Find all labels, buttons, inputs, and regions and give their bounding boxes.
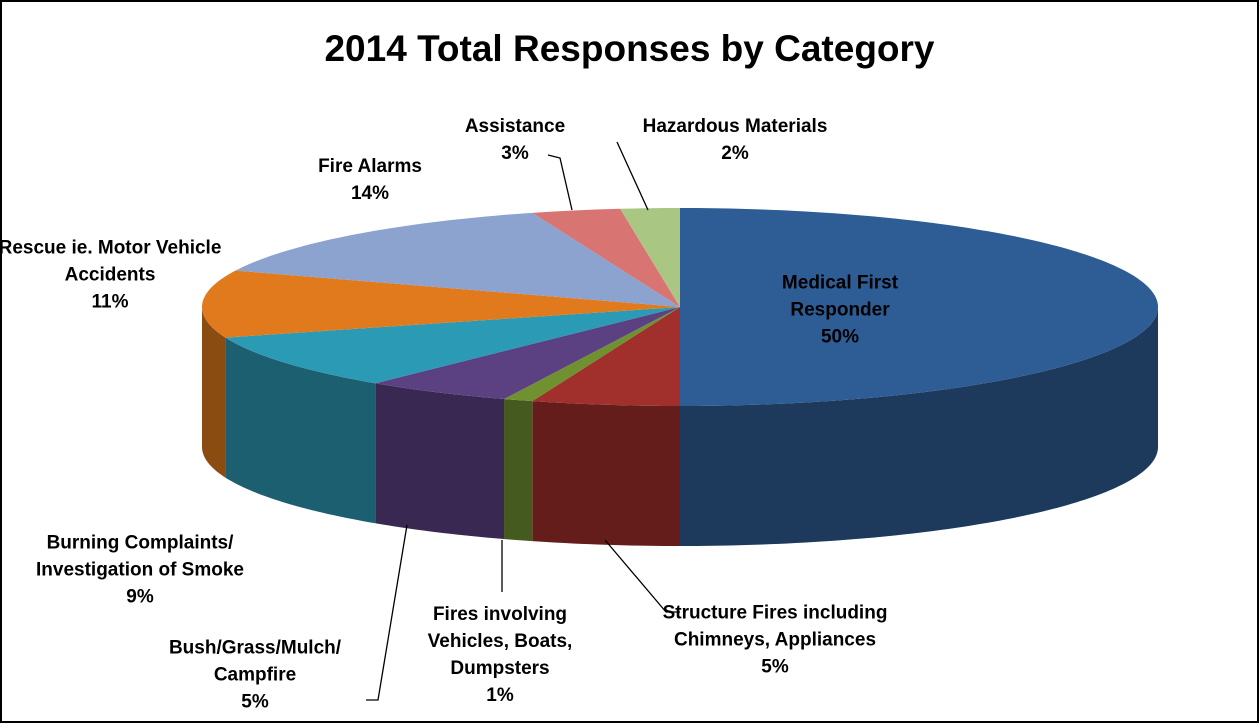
value-label: 14% — [350, 183, 390, 204]
value-label: 3% — [501, 143, 529, 164]
slice — [202, 270, 680, 338]
slice-label: Medical First Responder 50% — [740, 270, 940, 351]
slice — [620, 208, 680, 307]
value-label: 9% — [126, 586, 154, 608]
value-label: 2% — [721, 143, 749, 164]
slice — [680, 208, 1158, 406]
category-label: Hazardous Materials — [642, 116, 828, 137]
slice-label: Fires involving Vehicles, Boats, Dumpste… — [400, 601, 600, 709]
value-label: 5% — [241, 691, 269, 713]
chart-title: 2014 Total Responses by Category — [324, 28, 935, 69]
slice-side — [532, 401, 680, 546]
slice-side — [202, 307, 226, 478]
slice — [235, 212, 680, 307]
slice-label: Structure Fires including Chimneys, Appl… — [655, 600, 895, 681]
slice — [375, 307, 680, 400]
category-label: Rescue ie. Motor Vehicle Accidents — [0, 237, 222, 286]
slice — [225, 307, 680, 384]
category-label: Medical First Responder — [781, 272, 899, 321]
slice — [532, 307, 680, 406]
slice-side — [680, 307, 1158, 546]
leader-line — [616, 141, 649, 211]
slice-label: Fire Alarms 14% — [280, 153, 460, 207]
slice-side — [375, 383, 505, 540]
slice-side — [504, 399, 533, 542]
category-label: Assistance — [464, 116, 566, 137]
value-label: 5% — [761, 656, 789, 678]
leader-line — [547, 154, 573, 211]
slice-label: Rescue ie. Motor Vehicle Accidents 11% — [0, 235, 235, 316]
tops — [202, 208, 1158, 406]
category-label: Bush/Grass/Mulch/ Campfire — [168, 637, 342, 686]
category-label: Fire Alarms — [318, 156, 422, 177]
category-label: Burning Complaints/ Investigation of Smo… — [36, 532, 244, 581]
slice-label: Hazardous Materials 2% — [595, 113, 875, 167]
leader-line — [366, 524, 408, 701]
leader-line — [604, 539, 680, 613]
slice — [532, 208, 680, 307]
slice-label: Bush/Grass/Mulch/ Campfire 5% — [130, 635, 380, 716]
slice-label: Burning Complaints/ Investigation of Smo… — [5, 530, 275, 611]
slice-label: Assistance 3% — [440, 113, 590, 167]
category-label: Structure Fires including Chimneys, Appl… — [662, 602, 888, 651]
category-label: Fires involving Vehicles, Boats, Dumpste… — [427, 604, 573, 679]
slice-side — [225, 337, 376, 524]
value-label: 50% — [820, 326, 860, 348]
value-label: 11% — [91, 291, 129, 313]
slice — [504, 307, 680, 402]
sides — [202, 307, 1158, 546]
value-label: 1% — [486, 685, 514, 706]
